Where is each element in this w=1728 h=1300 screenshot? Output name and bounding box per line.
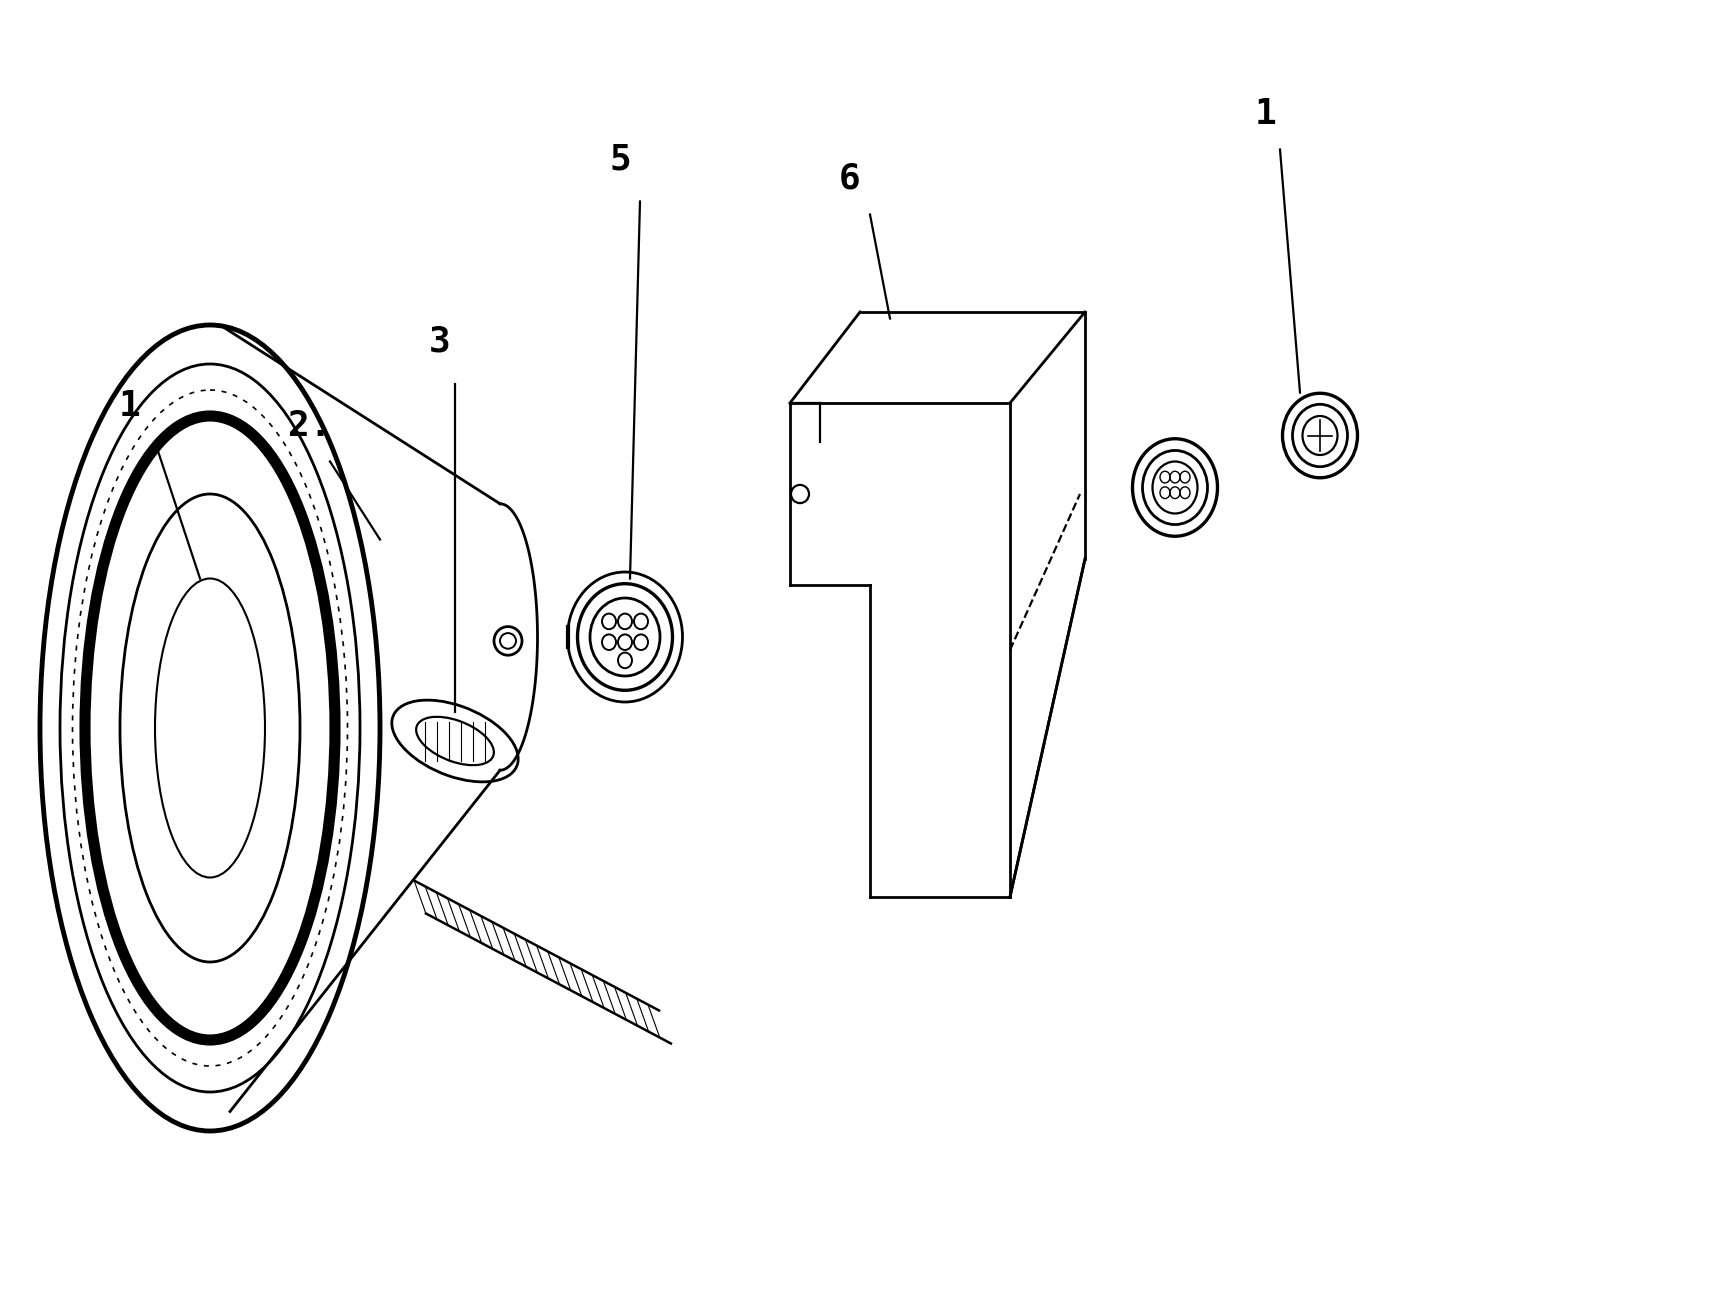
Text: 5: 5	[610, 142, 631, 176]
Text: 1: 1	[119, 389, 142, 422]
Text: 6: 6	[840, 161, 861, 195]
Text: 1: 1	[1255, 96, 1275, 130]
Text: 2.: 2.	[289, 408, 332, 442]
Text: 3: 3	[429, 324, 451, 358]
